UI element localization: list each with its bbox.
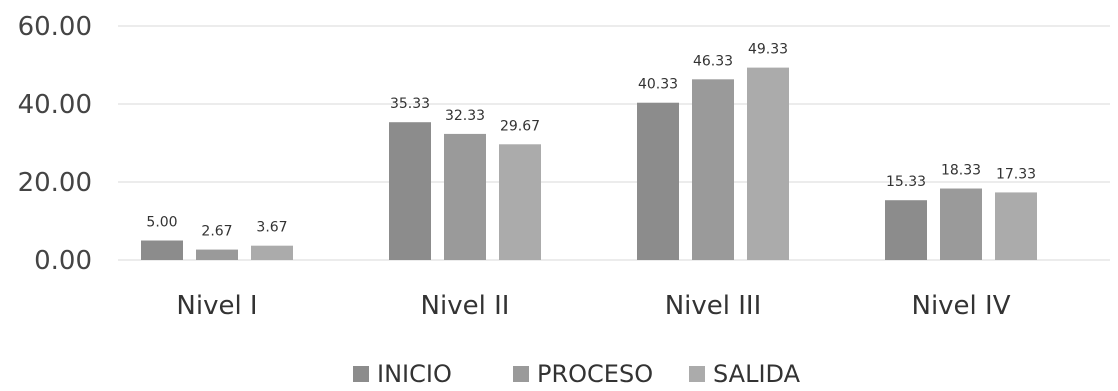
data-label: 40.33 <box>638 77 678 93</box>
legend-swatch <box>513 366 529 382</box>
bar-proceso <box>444 133 486 260</box>
bar-salida <box>747 67 789 260</box>
x-category-label: Nivel IV <box>912 291 1011 321</box>
bar-proceso <box>940 188 982 260</box>
legend-label: SALIDA <box>713 360 801 388</box>
bar-inicio <box>389 122 431 260</box>
data-label: 29.67 <box>500 118 540 134</box>
bar-inicio <box>141 240 183 260</box>
data-label: 17.33 <box>996 166 1036 182</box>
bars <box>141 67 1037 260</box>
bar-proceso <box>196 249 238 260</box>
data-labels: 5.00 2.67 3.67 35.33 32.33 29.67 40.33 46.33 49.… <box>146 42 1036 240</box>
legend-swatch <box>689 366 705 382</box>
legend: INICIO PROCESO SALIDA <box>353 360 801 388</box>
data-label: 35.33 <box>390 96 430 112</box>
x-axis-categories: Nivel I Nivel II Nivel III Nivel IV <box>176 291 1010 321</box>
y-tick-label: 20.00 <box>18 168 92 198</box>
legend-label: INICIO <box>377 360 452 388</box>
x-category-label: Nivel I <box>176 291 257 321</box>
data-label: 32.33 <box>445 108 485 124</box>
y-tick-label: 60.00 <box>18 12 92 42</box>
data-label: 18.33 <box>941 163 981 179</box>
y-tick-label: 0.00 <box>34 246 92 276</box>
x-category-label: Nivel III <box>665 291 762 321</box>
data-label: 15.33 <box>886 174 926 190</box>
data-label: 3.67 <box>256 220 287 236</box>
bar-salida <box>995 192 1037 260</box>
data-label: 49.33 <box>748 42 788 58</box>
data-label: 46.33 <box>693 53 733 69</box>
data-label: 2.67 <box>201 224 232 240</box>
y-tick-label: 40.00 <box>18 90 92 120</box>
x-category-label: Nivel II <box>421 291 510 321</box>
bar-inicio <box>637 102 679 260</box>
bar-inicio <box>885 200 927 260</box>
bar-salida <box>251 245 293 260</box>
legend-label: PROCESO <box>537 360 653 388</box>
bar-proceso <box>692 79 734 260</box>
legend-swatch <box>353 366 369 382</box>
data-label: 5.00 <box>146 215 177 231</box>
y-axis-ticks: 0.00 20.00 40.00 60.00 <box>18 12 92 276</box>
bar-salida <box>499 144 541 260</box>
